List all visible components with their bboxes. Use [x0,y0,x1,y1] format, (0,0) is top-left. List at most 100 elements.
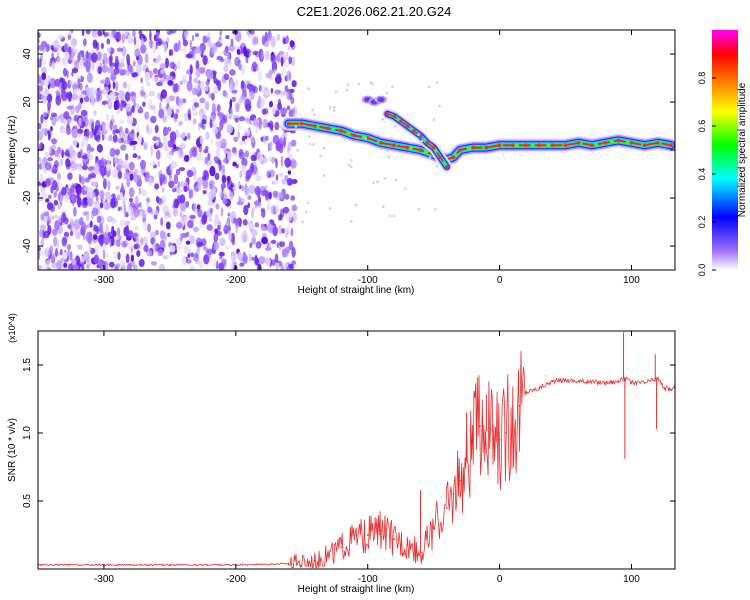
noise-cell [95,134,101,143]
faint-speckle [301,220,305,224]
noise-cell [99,222,103,234]
noise-cell [164,254,170,260]
noise-cell [192,203,198,214]
noise-cell [288,56,293,65]
noise-cell [211,103,217,114]
faint-speckle [322,146,326,150]
signal-track-point [616,138,621,143]
noise-cell [133,207,140,218]
noise-cell [182,39,189,47]
noise-cell [125,253,130,264]
noise-cell [119,69,126,76]
noise-cell [242,254,248,264]
noise-cell [155,229,159,236]
noise-cell [160,89,168,99]
noise-cell [226,123,234,134]
noise-cell [81,90,87,95]
noise-cell [292,106,298,118]
noise-cell [239,170,243,179]
noise-cell [38,122,42,130]
noise-cell [53,39,60,50]
noise-cell [91,207,99,217]
noise-cell [90,52,98,63]
noise-cell [179,80,184,86]
noise-cell [264,89,270,96]
noise-cell [81,135,89,147]
noise-cell [175,108,180,114]
noise-cell [255,128,259,134]
noise-cell [105,253,109,258]
noise-cell [61,186,67,196]
noise-cell [284,193,290,200]
noise-cell [44,78,49,88]
noise-cell [146,81,151,87]
faint-speckle [345,88,349,92]
noise-cell [163,72,167,80]
noise-cell [214,228,219,234]
noise-cell [229,69,236,76]
noise-cell [85,63,91,73]
snr-point [314,559,316,562]
x-tick-label: 0 [497,275,503,286]
figure-title: C2E1.2026.062.21.20.G24 [297,4,452,19]
noise-cell [38,246,41,251]
noise-cell [183,114,190,122]
noise-cell [41,128,45,134]
noise-cell [64,51,70,60]
signal-track-point [326,126,330,131]
signal-track-point [405,145,410,150]
faint-speckle [305,210,308,214]
noise-cell [121,46,127,57]
noise-cell [93,254,100,265]
noise-cell [120,182,124,192]
noise-cell [109,100,112,107]
noise-cell [118,90,125,101]
snr-point [511,418,514,421]
noise-cell [280,67,287,78]
noise-cell [107,180,111,191]
noise-cell [47,157,54,162]
noise-cell [38,32,41,38]
noise-cell [83,96,90,103]
noise-cell [213,156,219,162]
noise-cell [110,114,114,119]
noise-cell [261,85,265,94]
noise-cell [166,150,173,160]
noise-cell [210,92,215,101]
noise-cell [142,221,148,232]
noise-cell [248,223,256,229]
faint-speckle [350,159,353,162]
noise-cell [223,224,229,235]
noise-cell [73,114,79,122]
noise-cell [162,116,167,123]
noise-cell [132,231,140,239]
snr-point [663,387,666,389]
noise-cell [288,72,292,81]
snr-point [670,388,672,391]
noise-cell [153,240,157,250]
noise-cell [168,213,171,218]
noise-cell [102,178,107,190]
noise-cell [51,168,57,174]
noise-cell [147,206,153,214]
noise-cell [136,174,142,182]
noise-cell [66,105,74,110]
noise-cell [50,126,53,132]
noise-cell [175,168,181,176]
noise-cell [65,163,71,170]
noise-cell [150,115,157,124]
noise-cell [63,262,68,268]
noise-cell [62,251,68,260]
noise-cell [231,96,236,103]
noise-cell [144,53,149,64]
noise-cell [157,248,164,257]
noise-cell [169,245,176,253]
noise-cell [97,124,103,131]
noise-cell [133,36,137,46]
noise-cell [285,212,292,222]
noise-cell [278,50,285,56]
noise-cell [110,72,117,82]
noise-cell [284,175,289,182]
noise-cell [109,33,114,39]
noise-cell [108,261,115,268]
